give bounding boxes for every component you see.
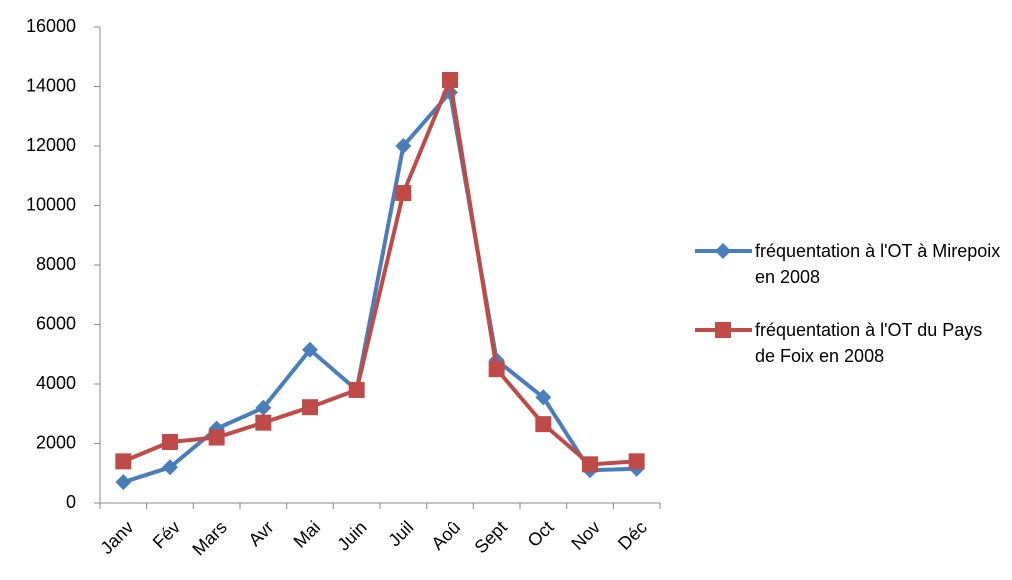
point (302, 399, 318, 416)
point (488, 361, 505, 378)
x-tick-label: Aoû (427, 517, 464, 554)
legend-marker (715, 322, 731, 338)
x-tick-label: Juil (384, 517, 417, 550)
point (395, 138, 412, 154)
y-tick-label: 8000 (36, 254, 76, 274)
y-tick-label: 14000 (26, 75, 76, 95)
x-tick-label: Fév (149, 517, 184, 552)
point (628, 453, 645, 470)
point (255, 399, 272, 416)
point (302, 341, 318, 358)
y-tick-label: 0 (66, 492, 76, 512)
x-tick-label: Avr (245, 517, 278, 550)
legend-label: fréquentation à l'OT à Mirepoix en 2008 (755, 241, 1001, 287)
y-tick-label: 12000 (26, 135, 76, 155)
legend-label: fréquentation à l'OT du Pays de Foix en … (755, 320, 983, 366)
point (115, 474, 132, 491)
point (442, 71, 458, 88)
x-tick-label: Oct (524, 517, 558, 551)
y-tick-label: 4000 (36, 373, 76, 393)
point (395, 185, 412, 202)
y-tick-label: 6000 (36, 313, 76, 333)
point (208, 429, 225, 446)
x-tick-label: Janv (96, 517, 137, 558)
point (162, 459, 178, 476)
y-tick-label: 16000 (26, 16, 76, 36)
x-tick-label: Juin (333, 517, 370, 554)
point (535, 389, 552, 406)
x-tick-label: Mars (188, 517, 230, 559)
x-tick-label: Nov (567, 517, 604, 554)
point (255, 414, 272, 431)
y-tick-label: 2000 (36, 432, 76, 452)
y-tick-label: 10000 (26, 194, 76, 214)
point (162, 434, 178, 451)
x-tick-label: Déc (614, 517, 651, 554)
point (115, 453, 132, 470)
point (582, 456, 598, 473)
point (535, 416, 552, 433)
point (348, 381, 365, 398)
x-tick-label: Mai (290, 517, 325, 552)
legend-marker (715, 243, 731, 259)
x-tick-label: Sept (471, 517, 511, 557)
